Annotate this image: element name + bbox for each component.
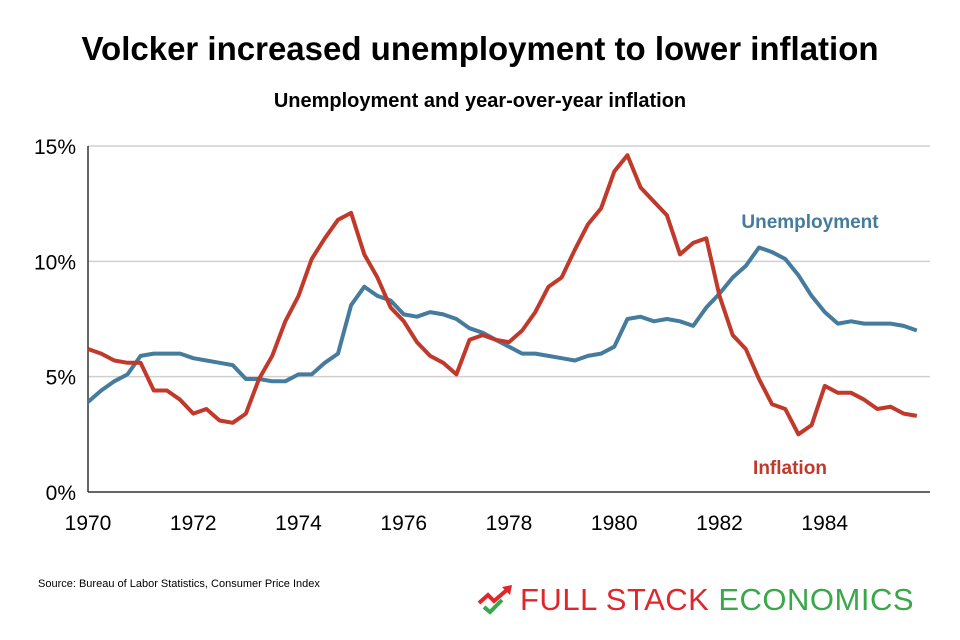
logo-word-full-stack: FULL STACK [520,582,710,617]
series-line-inflation [87,153,918,437]
series-label-unemployment: Unemployment [741,212,879,233]
chart-subtitle: Unemployment and year-over-year inflatio… [273,90,687,112]
series-label-inflation: Inflation [753,458,827,479]
y-tick-label: 5% [46,367,76,390]
x-tick-label: 1978 [486,512,533,535]
x-tick-label: 1982 [696,512,743,535]
brand-logo: FULL STACK ECONOMICS [476,580,914,620]
x-tick-label: 1984 [801,512,848,535]
y-tick-label: 10% [34,251,76,274]
line-chart: 0% 5% 10% 15% 1970 1972 1974 1976 1978 1980 1982 19… [34,136,930,535]
x-tick-label: 1980 [591,512,638,535]
x-tick-label: 1976 [380,512,427,535]
x-tick-label: 1970 [65,512,112,535]
x-tick-label: 1972 [170,512,217,535]
chart-title: Volcker increased unemployment to lower … [81,30,879,67]
logo-word-economics: ECONOMICS [718,582,915,617]
x-tick-label: 1974 [275,512,322,535]
y-tick-label: 0% [46,482,76,505]
series-line-unemployment [86,245,918,404]
source-note: Source: Bureau of Labor Statistics, Cons… [38,578,320,590]
y-tick-label: 15% [34,136,76,159]
trend-arrow-check-icon [477,585,512,615]
